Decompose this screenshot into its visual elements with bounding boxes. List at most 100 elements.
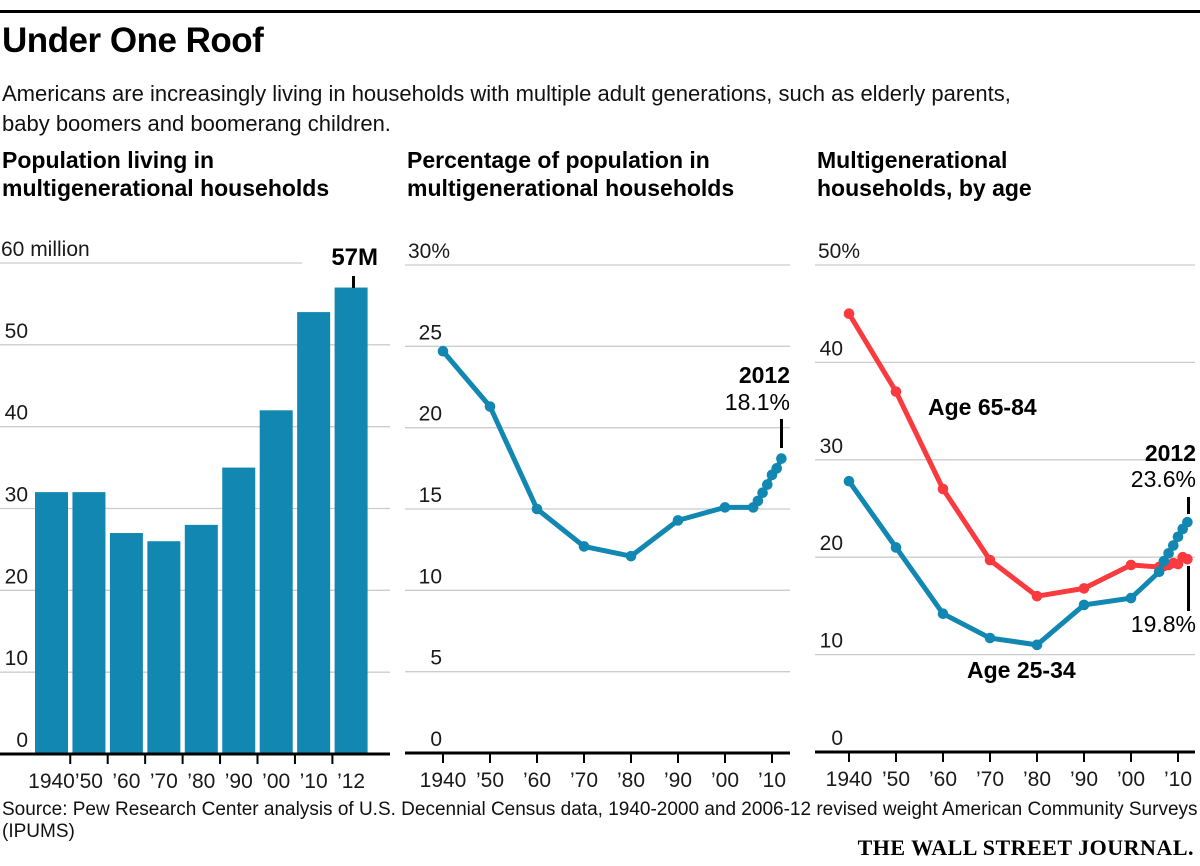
bar-’60[interactable]	[109, 533, 143, 754]
x-year-label: 1940	[420, 769, 467, 792]
y-tick-label: 60 million	[1, 238, 90, 261]
graphic-title: Under One Roof	[2, 21, 264, 60]
chart-canvas-1: 30% 25 20 15 10 5 0 1940 ’50 ’60 ’70 ’80 ’90 ’00 ’10	[405, 240, 790, 792]
y-tick-label: 5	[430, 647, 442, 670]
Age 25-34-point-1970[interactable]	[984, 632, 996, 644]
percentage-line-chart: 30% 25 20 15 10 5 0 1940 ’50 ’60 ’70 ’80 ’90 ’00 ’10	[405, 235, 790, 813]
y-tick-label: 30	[5, 484, 28, 507]
bar-’90[interactable]	[222, 467, 256, 754]
Age 65-84-point-1960[interactable]	[937, 483, 949, 495]
pct-all-ages-point-1950[interactable]	[484, 401, 496, 412]
Age 25-34-point-2000[interactable]	[1125, 592, 1137, 604]
series-label-age-25-34: Age 25-34	[967, 657, 1076, 683]
age-annotation-value-65-84: 19.8%	[1130, 611, 1196, 637]
pct-chart-title: Percentage of population in multigenerat…	[407, 147, 735, 201]
bar-’12[interactable]	[334, 287, 368, 754]
bar-’50[interactable]	[72, 492, 106, 754]
Age 65-84-point-2000[interactable]	[1125, 559, 1137, 571]
y-tick-label: 20	[820, 532, 843, 555]
Age 25-34-point-2009[interactable]	[1168, 540, 1179, 551]
Age 65-84-point-2012[interactable]	[1182, 553, 1193, 565]
x-category-label: ’12	[337, 770, 365, 793]
x-year-label: ’60	[523, 769, 551, 792]
top-rule	[0, 10, 1200, 13]
bar-peak-annotation: 57M	[331, 244, 378, 271]
Age 65-84-point-1950[interactable]	[890, 386, 902, 397]
Age 65-84-point-1940[interactable]	[843, 308, 855, 319]
x-year-label: 1940	[826, 768, 873, 791]
pct-all-ages-point-1980[interactable]	[625, 550, 637, 562]
age-annotation-value-25-34: 23.6%	[1130, 466, 1196, 492]
age-pointer-line-blue	[1187, 497, 1190, 514]
Age 25-34-point-2012[interactable]	[1182, 516, 1193, 528]
Age 25-34-point-1950[interactable]	[890, 542, 902, 553]
y-tick-label: 10	[820, 630, 843, 653]
pct-all-ages-point-2009[interactable]	[762, 479, 773, 490]
Age 25-34-point-2010[interactable]	[1172, 531, 1184, 543]
y-tick-label: 0	[16, 729, 28, 752]
y-tick-label: 20	[419, 403, 442, 426]
pct-all-ages-point-2008[interactable]	[757, 487, 768, 499]
y-tick-label: 10	[5, 647, 28, 670]
x-year-label: ’80	[617, 769, 645, 792]
x-year-label: ’90	[1070, 768, 1098, 791]
Age 25-34-point-2008[interactable]	[1163, 548, 1174, 559]
x-year-label: ’80	[1023, 768, 1051, 791]
x-year-label: ’90	[664, 769, 692, 792]
Age 25-34-point-1960[interactable]	[937, 608, 949, 619]
Age 25-34-point-1940[interactable]	[843, 475, 855, 487]
graphic-subtitle: Americans are increasingly living in hou…	[2, 81, 1011, 136]
x-category-label: ’00	[262, 770, 290, 793]
bar-chart-title: Population living in multigenerational h…	[2, 147, 330, 201]
bar-’80[interactable]	[184, 524, 218, 754]
Age 25-34-point-2007[interactable]	[1158, 555, 1170, 567]
x-year-label: ’00	[1117, 768, 1145, 791]
bar-peak-pointer-line	[352, 276, 355, 288]
x-category-label: ’90	[225, 770, 253, 793]
x-year-label: ’50	[476, 769, 504, 792]
x-category-label: ’60	[112, 770, 140, 793]
pct-pointer-line	[780, 419, 783, 448]
bar-’70[interactable]	[147, 541, 181, 754]
x-year-label: ’10	[758, 769, 786, 792]
x-category-label: ’70	[150, 770, 178, 793]
bar-’10[interactable]	[297, 312, 331, 754]
bar-1940[interactable]	[35, 492, 68, 754]
x-category-label: ’80	[187, 770, 215, 793]
y-tick-label: 10	[419, 565, 442, 588]
pct-all-ages-point-2012[interactable]	[776, 453, 787, 464]
Age 25-34-point-2006[interactable]	[1153, 566, 1165, 578]
population-bar-chart: 60 million 50 40 30 20 10 0 1940’50 ’60 ’70 ’80 ’90…	[0, 235, 390, 813]
Age 65-84-point-1980[interactable]	[1031, 590, 1043, 602]
x-category-label: 1940	[28, 770, 75, 793]
x-year-label: ’70	[570, 769, 598, 792]
age-chart-title: Multigenerational households, by age	[817, 147, 1032, 201]
age-annotation-year: 2012	[1144, 440, 1196, 466]
pct-annotation-year: 2012	[738, 362, 790, 388]
by-age-line-chart: 50% 40 30 20 10 0 1940 ’50 ’60 ’70 ’80 ’90 ’00 ’10	[815, 235, 1200, 813]
pct-all-ages-point-2000[interactable]	[719, 502, 731, 513]
pct-all-ages-point-1970[interactable]	[578, 541, 590, 552]
x-category-label: ’10	[300, 770, 328, 793]
bar-’00[interactable]	[259, 410, 293, 754]
y-tick-label: 25	[419, 321, 442, 344]
pct-all-ages-point-2011[interactable]	[771, 463, 782, 474]
pct-all-ages-point-2007[interactable]	[752, 495, 764, 507]
x-category-label: ’50	[75, 770, 103, 793]
x-year-label: ’50	[882, 768, 910, 791]
Age 65-84-point-1990[interactable]	[1078, 583, 1090, 594]
pct-all-ages-point-1940[interactable]	[437, 345, 449, 357]
Age 65-84-point-1970[interactable]	[984, 554, 996, 566]
pct-all-ages-point-1990[interactable]	[672, 515, 684, 526]
y-tick-label: 15	[419, 484, 442, 507]
y-tick-label: 40	[820, 337, 843, 360]
y-tick-label: 40	[5, 402, 28, 425]
Age 25-34-point-1980[interactable]	[1031, 639, 1043, 651]
Age 25-34-point-1990[interactable]	[1078, 599, 1090, 611]
pct-all-ages-point-1960[interactable]	[531, 503, 543, 515]
y-tick-label: 30	[820, 435, 843, 458]
y-tick-label: 50%	[818, 240, 860, 263]
x-year-label: ’60	[929, 768, 957, 791]
